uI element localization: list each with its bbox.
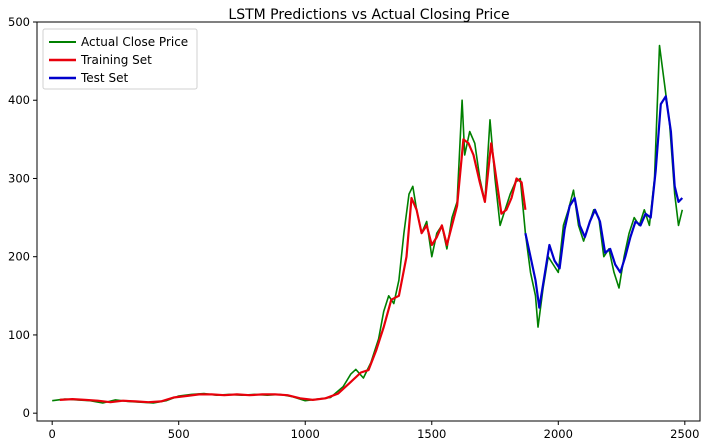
x-tick-label: 2500 [670, 427, 699, 441]
legend-label-actual: Actual Close Price [81, 35, 188, 49]
x-axis: 0 500 1000 1500 2000 2500 [49, 421, 699, 441]
series-line-test-set [524, 95, 684, 309]
series-line-training-set [59, 138, 527, 404]
y-tick-label: 100 [8, 328, 30, 342]
y-tick-label: 300 [8, 171, 30, 185]
legend-label-training: Training Set [80, 53, 152, 67]
legend-box [42, 28, 198, 90]
x-tick-label: 1500 [417, 427, 446, 441]
x-tick-label: 2000 [544, 427, 573, 441]
y-tick-label: 0 [23, 406, 30, 420]
x-tick-label: 0 [49, 427, 56, 441]
plot-frame [36, 21, 701, 422]
chart-title: LSTM Predictions vs Actual Closing Price [228, 7, 509, 23]
y-tick-label: 500 [8, 15, 30, 29]
series-layer [52, 44, 684, 404]
y-tick-label: 400 [8, 93, 30, 107]
y-tick-label: 200 [8, 250, 30, 264]
x-tick-label: 500 [168, 427, 190, 441]
x-tick-label: 1000 [291, 427, 320, 441]
legend: Actual Close Price Training Set Test Set [42, 28, 198, 90]
y-axis: 0 100 200 300 400 500 [8, 15, 37, 420]
legend-label-test: Test Set [80, 71, 128, 85]
